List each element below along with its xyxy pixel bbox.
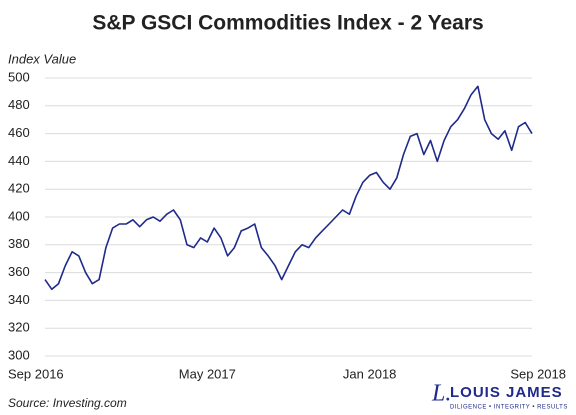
- y-tick-label: 480: [8, 97, 30, 112]
- source: Source: Investing.com: [8, 396, 127, 410]
- y-tick-label: 320: [8, 320, 30, 335]
- y-tick-label: 300: [8, 347, 30, 362]
- y-tick-label: 500: [8, 69, 30, 84]
- data-line: [44, 85, 533, 291]
- x-tick-label: Sep 2018: [510, 366, 566, 381]
- x-tick-label: May 2017: [179, 366, 236, 381]
- x-tick-label: Jan 2018: [343, 366, 397, 381]
- y-tick-label: 440: [8, 153, 30, 168]
- logo-mark: L.: [431, 381, 451, 407]
- y-tick-label: 340: [8, 292, 30, 307]
- y-tick-label: 360: [8, 264, 30, 279]
- y-axis-label: Index Value: [8, 51, 76, 66]
- x-tick-label: Sep 2016: [8, 366, 64, 381]
- y-tick-label: 400: [8, 208, 30, 223]
- y-tick-label: 380: [8, 236, 30, 251]
- y-tick-label: 460: [8, 125, 30, 140]
- logo-tagline: DILIGENCE • INTEGRITY • RESULTS: [450, 405, 568, 411]
- chart-title: S&P GSCI Commodities Index - 2 Years: [92, 12, 483, 35]
- y-tick-label: 420: [8, 181, 30, 196]
- logo-name: LOUIS JAMES: [450, 384, 563, 401]
